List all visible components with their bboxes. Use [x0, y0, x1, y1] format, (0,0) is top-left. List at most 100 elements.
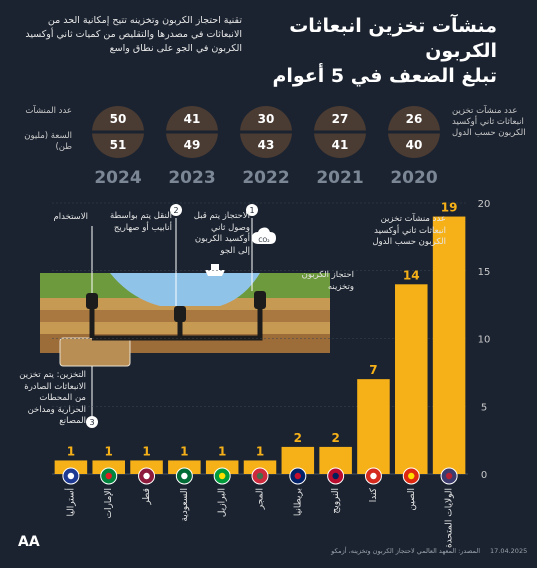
bar — [432, 216, 466, 475]
flag-detail — [105, 472, 112, 480]
year-item-2020: 26 40 2020 — [376, 104, 452, 188]
year-item-2022: 30 43 2022 — [228, 104, 304, 188]
label-facilities: عدد المنشآت — [25, 106, 72, 116]
y-tick-label: 5 — [481, 402, 487, 413]
facilities-value: 41 — [184, 112, 201, 126]
label-capacity: السعة (مليون طن) — [24, 131, 72, 152]
sea — [110, 273, 260, 306]
bar-value-label: 2 — [331, 431, 339, 445]
flag-detail — [256, 472, 264, 480]
year-label: 2022 — [242, 168, 290, 188]
page-subtitle: تقنية احتجاز الكربون وتخزينه تتيح إمكاني… — [25, 15, 242, 54]
bar-value-label: 1 — [142, 444, 150, 458]
facilities-value: 30 — [258, 112, 275, 126]
category-label: أستراليا — [64, 488, 76, 516]
aa-logo: AA — [18, 534, 40, 550]
step-2-marker — [170, 204, 182, 216]
category-label: بريطانيا — [293, 488, 303, 516]
y-tick-label: 15 — [478, 267, 491, 278]
year-circle: 50 51 — [86, 106, 150, 158]
category-label: المجر — [256, 488, 266, 510]
category-label: كندا — [369, 487, 379, 502]
bar-value-label: 19 — [441, 201, 458, 215]
year-label: 2020 — [390, 168, 438, 188]
bar — [168, 460, 201, 474]
step-3-text: التخزين: يتم تخزين الانبعاثات الصادرة من… — [19, 370, 86, 426]
bar-value-label: 1 — [218, 444, 226, 458]
flag-detail — [67, 472, 75, 480]
step-1-text: الاحتجاز يتم قبل وصول ثاني أوكسيد الكربو… — [193, 211, 250, 256]
bar-value-label: 14 — [403, 268, 420, 282]
flag-detail — [143, 472, 150, 480]
category-label: الإمارات — [104, 488, 114, 519]
footer-source: المصدر: المعهد العالمي لاحتجاز الكربون و… — [331, 547, 480, 555]
flag-detail — [408, 472, 415, 480]
category-label: السعودية — [180, 488, 190, 522]
co2-cloud-icon — [252, 227, 276, 244]
capacity-value: 43 — [258, 138, 275, 152]
flag-detail — [445, 472, 453, 480]
flag-detail — [181, 472, 188, 480]
capacity-value: 40 — [406, 138, 423, 152]
bar — [357, 379, 390, 474]
page-title: منشآت تخزين انبعاثات الكربون تبلغ الضعف … — [272, 15, 497, 87]
bar — [54, 460, 88, 474]
bar-value-label: 1 — [67, 444, 75, 458]
year-circle: 27 41 — [308, 106, 372, 158]
facilities-value: 26 — [406, 112, 423, 126]
step-2-text: النقل يتم بواسطة أنابيب أو صهاريج — [109, 211, 172, 233]
capacity-value: 41 — [332, 138, 349, 152]
bar-value-label: 1 — [256, 444, 264, 458]
wellhead — [86, 293, 98, 309]
facilities-value: 50 — [110, 112, 127, 126]
y-tick-label: 10 — [478, 335, 491, 346]
year-item-2023: 41 49 2023 — [154, 104, 230, 188]
category-label: الصين — [407, 488, 417, 511]
y-tick-label: 0 — [481, 470, 487, 481]
bar-value-label: 7 — [369, 363, 377, 377]
usage-text: الاستخدام — [53, 212, 88, 222]
capacity-value: 51 — [110, 138, 127, 152]
bar — [130, 460, 163, 474]
year-label: 2023 — [168, 168, 216, 188]
step-2-number: 2 — [173, 206, 178, 215]
co2-label: CO₂ — [258, 237, 270, 244]
flag-detail — [332, 472, 339, 480]
category-label: الولايات المتحدة — [445, 488, 455, 548]
step-1-marker — [246, 204, 258, 216]
footer-date: 17.04.2025 — [490, 547, 528, 555]
year-item-2024: 50 51 2024 — [80, 104, 156, 188]
bar-value-label: 1 — [105, 444, 113, 458]
bar — [205, 460, 239, 474]
bar-value-label: 2 — [294, 431, 302, 445]
year-circle: 26 40 — [382, 106, 446, 158]
flag-detail — [370, 472, 377, 480]
flag-detail — [218, 472, 226, 480]
bar — [395, 284, 428, 474]
wellhead — [174, 306, 186, 322]
year-label: 2021 — [316, 168, 364, 188]
category-label: قطر — [142, 488, 152, 506]
ship-icon — [205, 270, 225, 276]
flag-detail — [294, 472, 302, 480]
category-label: النرويج — [331, 488, 341, 514]
year-item-2021: 27 41 2021 — [302, 104, 378, 188]
label-countries: عدد منشآت تخزين انبعاثات ثاني أوكسيد الك… — [452, 106, 526, 138]
step-3-marker — [86, 416, 98, 428]
step-3-number: 3 — [89, 418, 94, 427]
category-label: البرازيل — [218, 488, 228, 517]
ccs-label: احتجاز الكربون وتخزينه — [301, 270, 354, 292]
wellhead — [254, 291, 266, 309]
year-circle: 30 43 — [234, 106, 298, 158]
bar — [92, 460, 125, 474]
chart-note: عدد منشآت تخزين انبعاثات ثاني أوكسيد الك… — [372, 214, 446, 247]
yearly-row: 50 51 2024 41 49 2023 30 43 2022 — [80, 104, 450, 188]
bar — [243, 460, 277, 474]
year-label: 2024 — [94, 168, 142, 188]
year-circle: 41 49 — [160, 106, 224, 158]
bar-value-label: 1 — [180, 444, 188, 458]
facilities-value: 27 — [332, 112, 349, 126]
capacity-value: 49 — [184, 138, 201, 152]
